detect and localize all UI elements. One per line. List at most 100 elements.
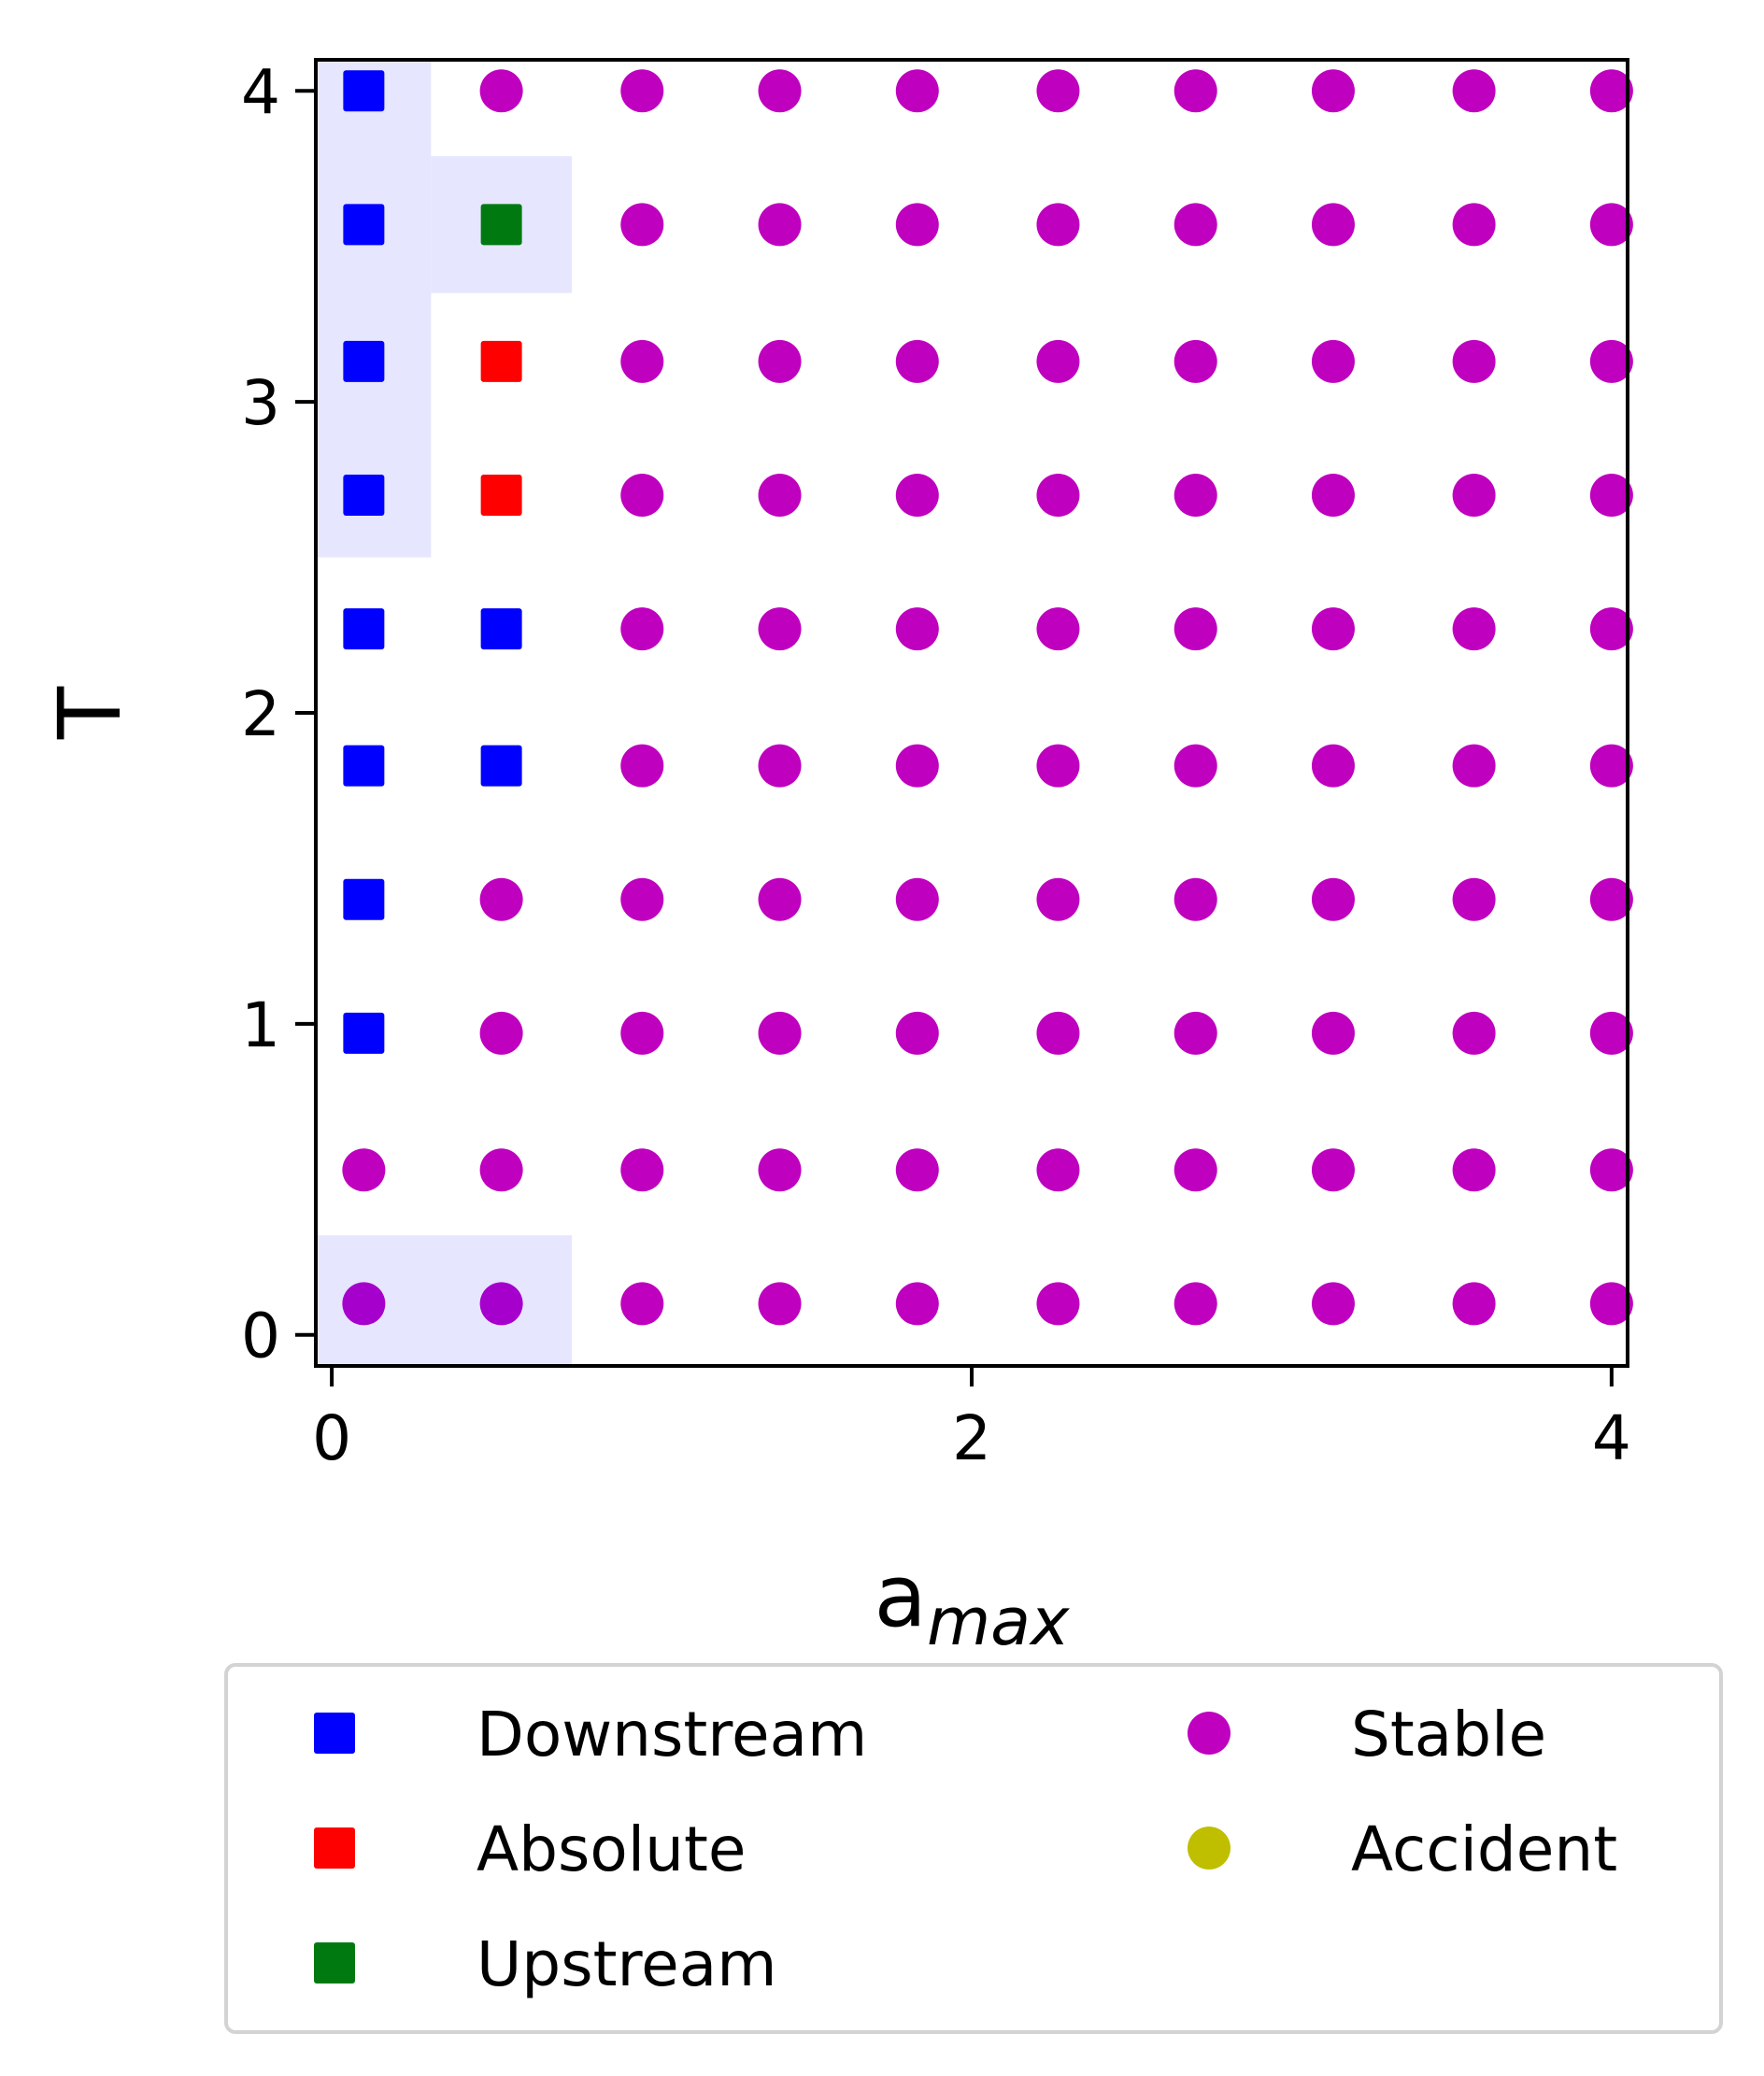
data-marks <box>342 69 1633 1326</box>
point-stable <box>342 1282 386 1326</box>
x-tick-label: 0 <box>312 1402 351 1474</box>
point-stable <box>1589 1011 1633 1055</box>
point-stable <box>620 877 664 921</box>
point-stable <box>1311 339 1355 383</box>
point-stable <box>1311 607 1355 651</box>
point-stable <box>1452 203 1496 247</box>
point-stable <box>1589 69 1633 113</box>
point-stable <box>895 474 939 517</box>
point-stable <box>1174 1011 1217 1055</box>
x-axis: 0 2 4 <box>312 1366 1631 1474</box>
point-stable <box>1311 1148 1355 1192</box>
y-tick-label: 2 <box>241 678 280 750</box>
point-stable <box>1452 1011 1496 1055</box>
point-stable <box>1311 744 1355 788</box>
point-stable <box>895 877 939 921</box>
legend-marker-stable <box>1188 1712 1231 1755</box>
point-stable <box>1036 474 1080 517</box>
point-stable <box>1036 69 1080 113</box>
point-absolute <box>480 475 522 516</box>
point-stable <box>758 339 802 383</box>
point-stable <box>620 1011 664 1055</box>
point-stable <box>620 744 664 788</box>
point-downstream <box>480 745 522 787</box>
point-stable <box>1311 474 1355 517</box>
point-stable <box>1174 1282 1217 1326</box>
x-axis-title-sub: max <box>927 1584 1070 1660</box>
point-stable <box>1174 339 1217 383</box>
point-stable <box>1174 877 1217 921</box>
point-stable <box>620 474 664 517</box>
shaded-region-0 <box>316 60 432 558</box>
point-downstream <box>343 340 385 382</box>
y-axis-title: T <box>40 686 140 740</box>
point-stable <box>1589 203 1633 247</box>
point-stable <box>620 1148 664 1192</box>
point-stable <box>1174 744 1217 788</box>
point-stable <box>620 203 664 247</box>
point-stable <box>895 1148 939 1192</box>
point-upstream <box>480 204 522 246</box>
point-stable <box>1311 69 1355 113</box>
point-stable <box>620 607 664 651</box>
legend-label-absolute: Absolute <box>477 1813 746 1885</box>
point-stable <box>1036 1148 1080 1192</box>
point-stable <box>1589 607 1633 651</box>
point-stable <box>1174 474 1217 517</box>
point-downstream <box>343 745 385 787</box>
point-stable <box>1589 744 1633 788</box>
point-stable <box>1036 203 1080 247</box>
point-stable <box>479 1282 523 1326</box>
legend-marker-absolute <box>314 1827 355 1869</box>
point-stable <box>1589 1282 1633 1326</box>
legend-label-stable: Stable <box>1351 1699 1546 1770</box>
point-stable <box>895 1011 939 1055</box>
point-downstream <box>343 878 385 920</box>
point-absolute <box>480 340 522 382</box>
point-stable <box>620 69 664 113</box>
legend-box <box>224 1663 1723 2034</box>
point-stable <box>479 1011 523 1055</box>
point-stable <box>1452 474 1496 517</box>
x-tick-label: 2 <box>952 1402 991 1474</box>
legend-marker-upstream <box>314 1942 355 1984</box>
point-stable <box>1174 607 1217 651</box>
point-stable <box>1174 69 1217 113</box>
point-stable <box>1589 474 1633 517</box>
point-stable <box>1589 339 1633 383</box>
point-stable <box>1311 203 1355 247</box>
point-stable <box>1452 1282 1496 1326</box>
point-stable <box>758 1282 802 1326</box>
y-tick-label: 1 <box>241 989 280 1061</box>
point-stable <box>342 1148 386 1192</box>
point-stable <box>895 1282 939 1326</box>
point-stable <box>1311 1011 1355 1055</box>
legend-marker-downstream <box>314 1713 355 1754</box>
point-stable <box>1452 877 1496 921</box>
point-downstream <box>343 1012 385 1054</box>
point-stable <box>758 744 802 788</box>
point-stable <box>1452 339 1496 383</box>
point-stable <box>479 1148 523 1192</box>
x-axis-title-main: a <box>875 1546 927 1646</box>
point-downstream <box>480 608 522 650</box>
point-stable <box>758 1148 802 1192</box>
legend-label-accident: Accident <box>1351 1813 1617 1885</box>
point-stable <box>758 1011 802 1055</box>
y-tick-label: 3 <box>241 367 280 439</box>
point-stable <box>758 474 802 517</box>
point-stable <box>895 744 939 788</box>
point-stable <box>1452 1148 1496 1192</box>
y-axis: 0 1 2 3 4 <box>241 56 316 1372</box>
point-stable <box>758 607 802 651</box>
point-stable <box>1036 744 1080 788</box>
point-stable <box>1311 877 1355 921</box>
point-downstream <box>343 70 385 112</box>
point-stable <box>1036 607 1080 651</box>
legend: Downstream Absolute Upstream Stable Accident <box>314 1699 1617 2000</box>
legend-label-downstream: Downstream <box>477 1699 867 1770</box>
point-stable <box>895 339 939 383</box>
point-stable <box>1174 1148 1217 1192</box>
point-stable <box>1036 339 1080 383</box>
